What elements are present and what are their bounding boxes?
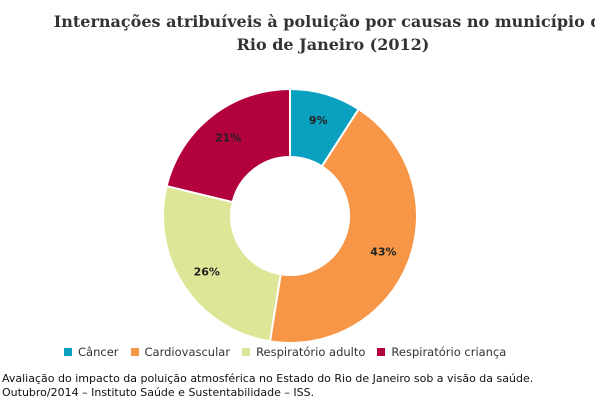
- legend-swatch-respiratorio-adulto: [242, 348, 251, 356]
- caption-line-1: Avaliação do impacto da poluição atmosfé…: [2, 372, 534, 385]
- legend-swatch-respiratorio-crianca: [377, 348, 386, 356]
- chart-title-line-2: Rio de Janeiro (2012): [236, 35, 430, 54]
- slice-cardiovascular: [268, 107, 418, 344]
- data-label-respiratorio-adulto: 26%: [194, 265, 220, 278]
- data-label-cardiovascular: 43%: [370, 246, 396, 259]
- data-label-cancer: 9%: [309, 114, 328, 127]
- legend-item-cancer: Câncer: [64, 345, 119, 359]
- source-caption: Avaliação do impacto da poluição atmosfé…: [2, 372, 533, 400]
- legend-item-cardiovascular: Cardiovascular: [130, 345, 231, 359]
- legend-label-respiratorio-adulto: Respiratório adulto: [256, 345, 366, 359]
- legend-swatch-cancer: [64, 348, 72, 356]
- legend-item-respiratorio-adulto: Respiratório adulto: [242, 345, 365, 359]
- legend-swatch-cardiovascular: [130, 348, 139, 356]
- slice-respiratorio-crianca: [165, 87, 291, 204]
- slice-respiratorio-adulto: [162, 184, 282, 343]
- legend-label-respiratorio-crianca: Respiratório criança: [391, 345, 507, 359]
- chart-legend: Câncer Cardiovascular Respiratório adult…: [64, 345, 518, 359]
- legend-label-cardiovascular: Cardiovascular: [144, 345, 231, 359]
- caption-line-2: Outubro/2014 – Instituto Saúde e Sustent…: [2, 386, 315, 399]
- legend-label-cancer: Câncer: [78, 345, 119, 359]
- chart-title: Internações atribuíveis à poluição por c…: [0, 10, 595, 56]
- chart-title-line-1: Internações atribuíveis à poluição por c…: [53, 12, 595, 31]
- data-label-respiratorio-crianca: 21%: [215, 131, 241, 144]
- legend-item-respiratorio-crianca: Respiratório criança: [377, 345, 506, 359]
